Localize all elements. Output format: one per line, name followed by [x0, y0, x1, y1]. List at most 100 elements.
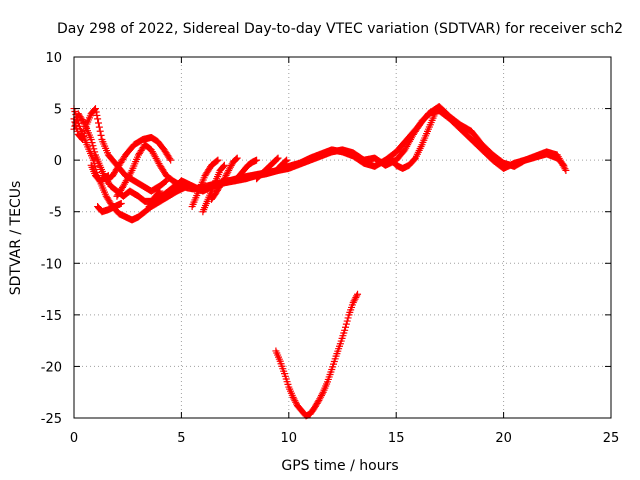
data-point	[343, 317, 351, 325]
data-point	[291, 397, 299, 405]
data-point	[350, 297, 358, 305]
x-tick-label: 5	[177, 431, 185, 446]
data-point	[292, 398, 300, 406]
data-point	[344, 314, 352, 322]
data-point	[274, 154, 282, 162]
plot-frame	[73, 56, 612, 419]
data-point	[272, 156, 280, 164]
data-point	[317, 392, 325, 400]
data-point	[127, 168, 135, 176]
y-tick-label: -5	[49, 206, 62, 221]
data-point	[226, 163, 234, 171]
data-point	[342, 320, 350, 328]
data-point	[214, 156, 222, 164]
data-point	[316, 395, 324, 403]
data-point	[90, 145, 98, 153]
data-point	[349, 298, 357, 306]
x-tick-label: 25	[603, 431, 620, 446]
data-point	[226, 165, 234, 173]
data-point	[220, 161, 228, 169]
data-point	[431, 110, 439, 118]
data-point	[223, 170, 231, 178]
series-arc-q	[388, 110, 439, 172]
data-point	[88, 139, 96, 147]
series-arc-j	[188, 156, 222, 211]
series-arc-c	[70, 105, 170, 195]
data-point	[95, 123, 103, 131]
series-arc-l	[207, 154, 241, 203]
series-arc-k	[199, 161, 228, 216]
data-point	[232, 156, 240, 164]
data-point	[79, 132, 87, 140]
data-point	[561, 165, 569, 173]
data-point	[351, 295, 359, 303]
x-tick-label: 15	[388, 431, 405, 446]
data-point	[341, 326, 349, 334]
data-point	[89, 142, 97, 150]
data-point	[562, 166, 570, 174]
y-tick-label: -25	[41, 412, 62, 427]
data-point	[94, 119, 102, 127]
data-point	[117, 199, 125, 207]
grid-layer	[74, 57, 611, 418]
data-point	[92, 108, 100, 116]
data-point	[317, 393, 325, 401]
data-point	[354, 290, 362, 298]
data-point	[281, 158, 289, 166]
series-arc-f	[102, 133, 175, 185]
y-tick-label: 0	[54, 154, 62, 169]
data-point	[220, 175, 228, 183]
data-point	[227, 162, 235, 170]
series-arc-i	[167, 103, 570, 195]
data-point	[253, 156, 261, 164]
y-tick-label: 5	[54, 103, 62, 118]
data-point	[289, 393, 297, 401]
data-point	[81, 126, 89, 134]
data-point	[220, 176, 228, 184]
data-point	[82, 123, 90, 131]
data-point	[342, 323, 350, 331]
x-tick-label: 10	[281, 431, 298, 446]
data-point	[97, 131, 105, 139]
data-point	[71, 118, 79, 126]
series-arc-o	[274, 156, 291, 172]
data-point	[73, 127, 81, 135]
data-point	[352, 294, 360, 302]
data-point	[93, 111, 101, 119]
data-point	[221, 173, 229, 181]
data-point	[273, 155, 281, 163]
series-arc-p	[272, 290, 362, 420]
data-point	[91, 105, 99, 113]
data-point	[87, 136, 95, 144]
y-axis-label: SDTVAR / TECUs	[8, 181, 24, 296]
data-point	[79, 136, 87, 144]
data-point	[94, 115, 102, 123]
chart-title: Day 298 of 2022, Sidereal Day-to-day VTE…	[57, 21, 623, 37]
data-point	[318, 390, 326, 398]
x-tick-label: 0	[70, 431, 78, 446]
data-point	[80, 129, 88, 137]
data-point	[166, 155, 174, 163]
data-point	[89, 156, 97, 164]
data-point	[222, 171, 230, 179]
series-arc-n	[253, 154, 282, 183]
y-tick-label: 10	[45, 51, 62, 66]
data-point	[233, 154, 241, 162]
data-marks	[70, 103, 570, 420]
data-point	[72, 121, 80, 129]
data-point	[290, 395, 298, 403]
series-arc-e	[94, 199, 125, 216]
data-point	[315, 396, 323, 404]
axis-ticks: 0 5 10 15 20 25 -25 -20 -15 -10 -5 0 5 10	[41, 51, 620, 446]
data-point	[353, 292, 361, 300]
data-point	[232, 155, 240, 163]
y-tick-label: -15	[41, 309, 62, 324]
data-point	[220, 162, 228, 170]
data-point	[91, 148, 99, 156]
data-point	[224, 168, 232, 176]
y-tick-label: -20	[41, 360, 62, 375]
data-point	[167, 156, 175, 164]
data-point	[161, 178, 169, 186]
data-point	[314, 398, 322, 406]
